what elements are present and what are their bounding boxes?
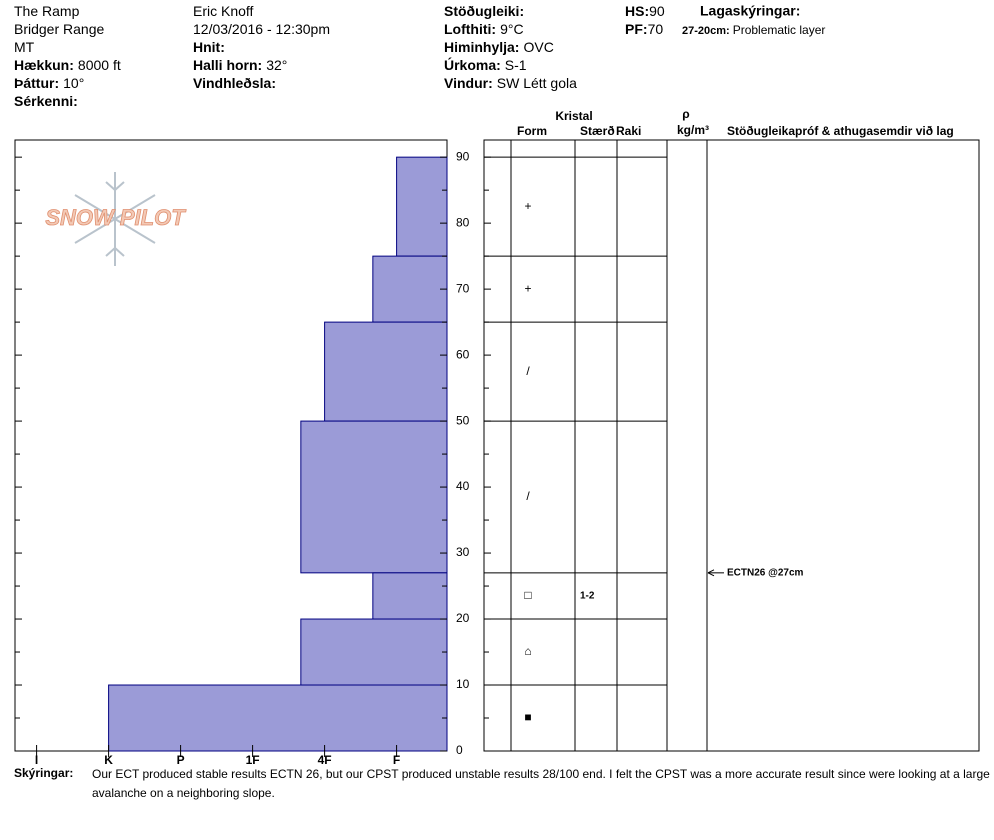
x-tick-label: F xyxy=(393,753,400,767)
field-label: Vindur: xyxy=(444,75,493,91)
field-label: Vindhleðsla: xyxy=(193,75,276,91)
field-value: S-1 xyxy=(505,57,527,73)
field-value: 70 xyxy=(648,21,664,37)
field-label: Lofthiti: xyxy=(444,21,496,37)
header-field: Eric Knoff xyxy=(193,3,254,19)
col-header: Kristal xyxy=(555,109,592,123)
x-tick-label: P xyxy=(177,753,185,767)
field-label: Halli horn: xyxy=(193,57,262,73)
y-tick-label: 90 xyxy=(456,149,470,163)
legend-label: 27-20cm: xyxy=(682,25,730,37)
col-header: Stærð xyxy=(580,124,615,138)
header-field: Lofthiti: 9°C xyxy=(444,21,524,37)
header-field: Himinhylja: OVC xyxy=(444,39,554,55)
header-field: The Ramp xyxy=(14,3,80,19)
hardness-bar xyxy=(300,420,448,574)
field-value: 10° xyxy=(63,75,84,91)
field-label: Úrkoma: xyxy=(444,56,501,73)
header-field: Þáttur: 10° xyxy=(14,75,84,91)
logo xyxy=(74,172,156,266)
grain-size: 1-2 xyxy=(580,591,595,602)
legend-item: 27-20cm: Problematic layer xyxy=(682,23,825,37)
footer-text: avalanche on a neighboring slope. xyxy=(92,786,275,800)
field-value: 32° xyxy=(266,57,287,73)
field-value: OVC xyxy=(523,39,553,55)
hardness-bar xyxy=(324,321,448,422)
field-label: Himinhylja: xyxy=(444,39,519,55)
header-field: Stöðugleiki: xyxy=(444,3,524,19)
field-value: Eric Knoff xyxy=(193,3,254,19)
header-field: Vindhleðsla: xyxy=(193,75,276,91)
logo-text: SNOW PILOT xyxy=(45,205,186,230)
field-label: Hnit: xyxy=(193,39,225,55)
header-field: Halli horn: 32° xyxy=(193,57,287,73)
col-header: Stöðugleikapróf & athugasemdir við lag xyxy=(727,124,954,138)
field-label: PF: xyxy=(625,21,648,37)
grain-form: / xyxy=(526,364,530,378)
header-field: MT xyxy=(14,39,35,55)
footer-text: Our ECT produced stable results ECTN 26,… xyxy=(92,767,990,781)
field-value: MT xyxy=(14,39,35,55)
y-tick-label: 0 xyxy=(456,743,463,757)
y-tick-label: 10 xyxy=(456,677,470,691)
hardness-bar xyxy=(108,684,448,752)
field-label: Þáttur: xyxy=(14,75,59,91)
header-field: PF:70 xyxy=(625,21,663,37)
y-tick-label: 80 xyxy=(456,215,470,229)
header-field: 12/03/2016 - 12:30pm xyxy=(193,21,330,37)
col-header: Form xyxy=(517,124,547,138)
y-tick-label: 30 xyxy=(456,545,470,559)
col-header: kg/m³ xyxy=(677,123,709,137)
field-value: 8000 ft xyxy=(78,57,121,73)
y-tick-label: 40 xyxy=(456,479,470,493)
x-tick-label: K xyxy=(104,753,113,767)
grain-form: / xyxy=(526,489,530,503)
hardness-bar xyxy=(300,618,448,686)
header-field: Vindur: SW Létt gola xyxy=(444,75,577,91)
x-tick-label: 1F xyxy=(246,753,260,767)
y-tick-label: 70 xyxy=(456,281,470,295)
y-tick-label: 60 xyxy=(456,347,470,361)
x-tick-label: 4F xyxy=(318,753,332,767)
footer-label: Skýringar: xyxy=(14,766,73,780)
hardness-bar xyxy=(396,156,448,257)
test-arrowhead xyxy=(707,569,715,577)
header-field: Úrkoma: S-1 xyxy=(444,56,527,73)
field-value: The Ramp xyxy=(14,3,80,19)
grain-form: ■ xyxy=(524,710,531,724)
table-columns xyxy=(510,140,708,751)
field-label: Sérkenni: xyxy=(14,93,78,109)
test-label: ECTN26 @27cm xyxy=(727,567,804,578)
grain-form: □ xyxy=(524,588,531,602)
grain-form: ⌂ xyxy=(524,644,531,658)
y-tick-label: 50 xyxy=(456,413,470,427)
field-label: Stöðugleiki: xyxy=(444,3,524,19)
col-header: Raki xyxy=(616,124,641,138)
legend-title: Lagaskýringar: xyxy=(700,3,800,19)
header-field: Bridger Range xyxy=(14,21,104,37)
hardness-bar xyxy=(372,572,448,620)
y-tick-label: 20 xyxy=(456,611,470,625)
grain-form: + xyxy=(524,199,531,213)
field-label: HS: xyxy=(625,3,649,19)
field-value: 9°C xyxy=(500,21,524,37)
header-field: Hækkun: 8000 ft xyxy=(14,57,121,73)
field-value: 90 xyxy=(649,3,665,19)
field-value: Bridger Range xyxy=(14,21,104,37)
header-field: Hnit: xyxy=(193,39,225,55)
table-frame xyxy=(483,139,980,752)
grain-form: + xyxy=(524,281,531,295)
x-tick-label: I xyxy=(35,753,38,767)
header-field: Sérkenni: xyxy=(14,93,78,109)
field-value: 12/03/2016 - 12:30pm xyxy=(193,21,330,37)
hardness-bar xyxy=(372,255,448,323)
field-label: Hækkun: xyxy=(14,57,74,73)
col-header: ρ xyxy=(682,107,689,121)
field-value: SW Létt gola xyxy=(497,75,577,91)
header-field: HS:90 xyxy=(625,3,665,19)
legend-value: Problematic layer xyxy=(733,23,826,37)
